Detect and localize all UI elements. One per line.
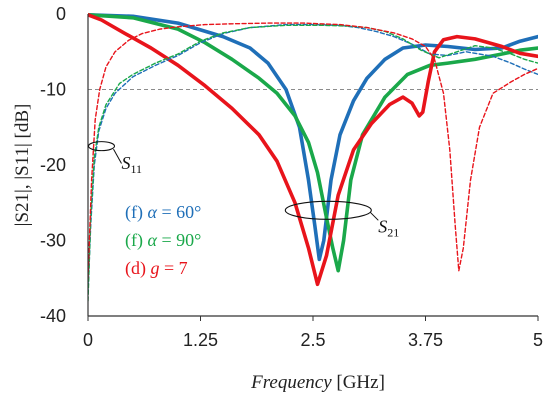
- x-axis-label-unit: [GHz]: [332, 372, 385, 393]
- x-tick-label: 1.25: [183, 330, 218, 350]
- x-tick-label: 2.5: [300, 330, 325, 350]
- legend-item: (d) g = 7: [125, 258, 188, 279]
- series-s21-1: [88, 13, 538, 273]
- y-tick-label: 0: [56, 4, 66, 24]
- series-s11-5: [88, 22, 538, 279]
- series-s11-3: [88, 23, 538, 295]
- y-axis-label: |S21|, |S11| [dB]: [12, 104, 33, 227]
- legend-prefix: (d): [125, 258, 151, 279]
- legend: (f) α = 60°(f) α = 90°(d) g = 7: [125, 202, 201, 279]
- x-axis-label: Frequency [GHz]: [250, 372, 385, 393]
- x-tick-label: 0: [83, 330, 93, 350]
- x-tick-label: 3.75: [408, 330, 443, 350]
- legend-rest: = 90°: [157, 230, 201, 250]
- y-tick-label: -20: [40, 155, 66, 175]
- plot-area: [88, 13, 538, 302]
- legend-prefix: (f): [125, 202, 147, 223]
- legend-var: α: [147, 202, 157, 222]
- s21-label: S21: [378, 216, 399, 239]
- s11-leader: [113, 148, 122, 164]
- legend-item: (f) α = 60°: [125, 202, 201, 223]
- axes: [87, 14, 539, 321]
- s21-ellipse: [284, 200, 372, 220]
- s11-ellipse: [87, 141, 116, 152]
- s11-label-sub: 11: [131, 162, 143, 176]
- legend-var: α: [147, 230, 157, 250]
- legend-var: g: [151, 258, 160, 278]
- axis-labels: Frequency [GHz] |S21|, |S11| [dB]: [12, 104, 385, 393]
- y-tick-label: -30: [40, 231, 66, 251]
- x-axis-label-name: Frequency: [250, 372, 332, 393]
- s21-label-sub: 21: [387, 225, 399, 239]
- series-s11-4: [88, 24, 538, 302]
- series-s21-2: [88, 13, 538, 287]
- s21-leader: [369, 211, 379, 221]
- s11-label: S11: [122, 153, 143, 176]
- legend-item: (f) α = 90°: [125, 230, 201, 251]
- x-tick-label: 5: [533, 330, 543, 350]
- series-s21-0: [88, 13, 538, 262]
- legend-rest: = 7: [160, 258, 188, 278]
- tick-labels: 0 1.25 2.5 3.75 5 0 -10 -20 -30 -40: [40, 4, 543, 350]
- legend-rest: = 60°: [157, 202, 201, 222]
- y-tick-label: -10: [40, 80, 66, 100]
- legend-prefix: (f): [125, 230, 147, 251]
- y-tick-label: -40: [40, 306, 66, 326]
- series-group: [88, 13, 538, 302]
